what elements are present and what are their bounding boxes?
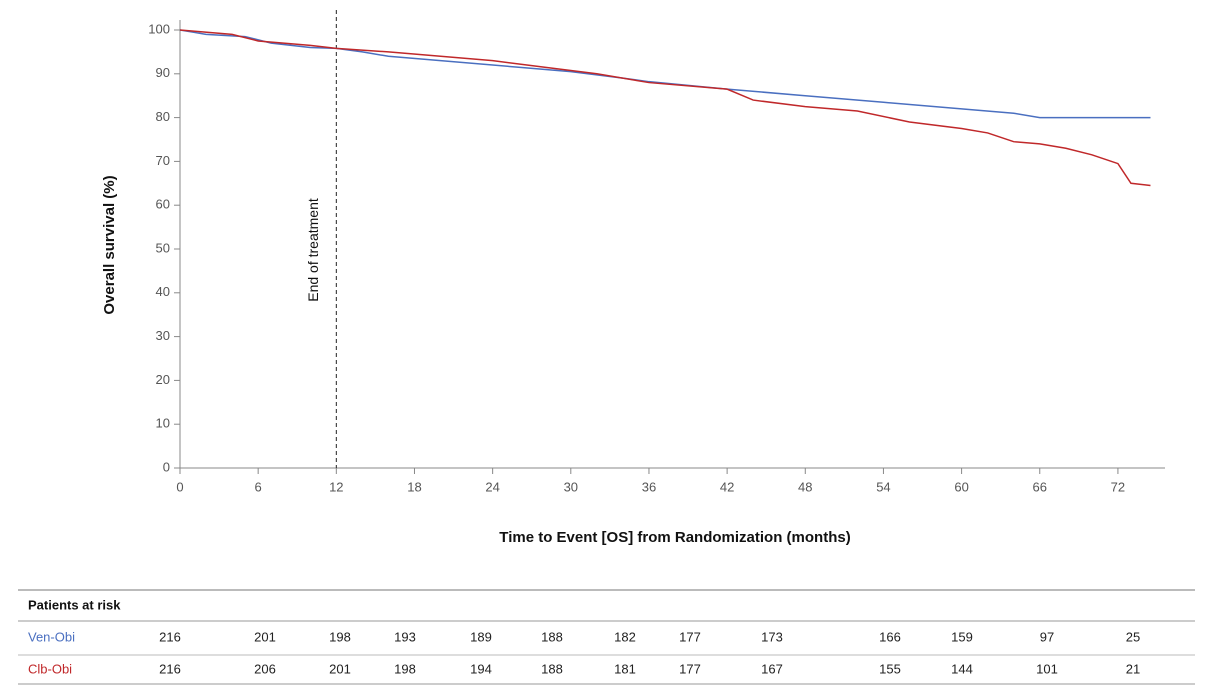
x-axis-label: Time to Event [OS] from Randomization (m…	[499, 529, 850, 546]
at-risk-value: 144	[951, 661, 973, 676]
at-risk-value: 21	[1126, 661, 1140, 676]
row-label: Ven-Obi	[28, 629, 75, 644]
annotation-text: End of treatment	[305, 198, 321, 302]
x-tick-label: 12	[329, 479, 343, 494]
at-risk-value: 173	[761, 629, 783, 644]
x-tick-label: 6	[255, 479, 262, 494]
y-tick-label: 80	[156, 109, 170, 124]
x-tick-label: 18	[407, 479, 421, 494]
at-risk-value: 201	[254, 629, 276, 644]
x-tick-label: 72	[1111, 479, 1125, 494]
at-risk-value: 182	[614, 629, 636, 644]
row-label: Clb-Obi	[28, 661, 72, 676]
y-tick-label: 70	[156, 153, 170, 168]
at-risk-value: 97	[1040, 629, 1054, 644]
survival-line	[179, 29, 1151, 187]
at-risk-value: 177	[679, 661, 701, 676]
x-tick-label: 60	[954, 479, 968, 494]
at-risk-value: 166	[879, 629, 901, 644]
y-axis-label: Overall survival (%)	[101, 175, 118, 314]
y-tick-label: 0	[163, 459, 170, 474]
at-risk-value: 167	[761, 661, 783, 676]
x-tick-label: 30	[564, 479, 578, 494]
at-risk-value: 216	[159, 629, 181, 644]
at-risk-value: 194	[470, 661, 492, 676]
y-tick-label: 50	[156, 240, 170, 255]
y-tick-label: 30	[156, 328, 170, 343]
at-risk-value: 188	[541, 661, 563, 676]
survival-line	[179, 29, 1151, 119]
at-risk-value: 101	[1036, 661, 1058, 676]
at-risk-value: 198	[329, 629, 351, 644]
y-tick-label: 10	[156, 416, 170, 431]
at-risk-value: 198	[394, 661, 416, 676]
x-tick-label: 36	[642, 479, 656, 494]
x-tick-label: 54	[876, 479, 890, 494]
y-tick-label: 90	[156, 65, 170, 80]
at-risk-value: 177	[679, 629, 701, 644]
risk-table-title: Patients at risk	[28, 597, 121, 612]
x-tick-label: 66	[1033, 479, 1047, 494]
y-tick-label: 20	[156, 372, 170, 387]
at-risk-value: 181	[614, 661, 636, 676]
x-tick-label: 0	[176, 479, 183, 494]
y-tick-label: 100	[148, 21, 170, 36]
at-risk-value: 193	[394, 629, 416, 644]
x-tick-label: 24	[485, 479, 499, 494]
at-risk-value: 155	[879, 661, 901, 676]
x-tick-label: 48	[798, 479, 812, 494]
at-risk-value: 201	[329, 661, 351, 676]
y-tick-label: 60	[156, 197, 170, 212]
y-tick-label: 40	[156, 284, 170, 299]
at-risk-value: 189	[470, 629, 492, 644]
at-risk-value: 206	[254, 661, 276, 676]
at-risk-value: 216	[159, 661, 181, 676]
at-risk-value: 159	[951, 629, 973, 644]
at-risk-value: 188	[541, 629, 563, 644]
x-tick-label: 42	[720, 479, 734, 494]
at-risk-value: 25	[1126, 629, 1140, 644]
